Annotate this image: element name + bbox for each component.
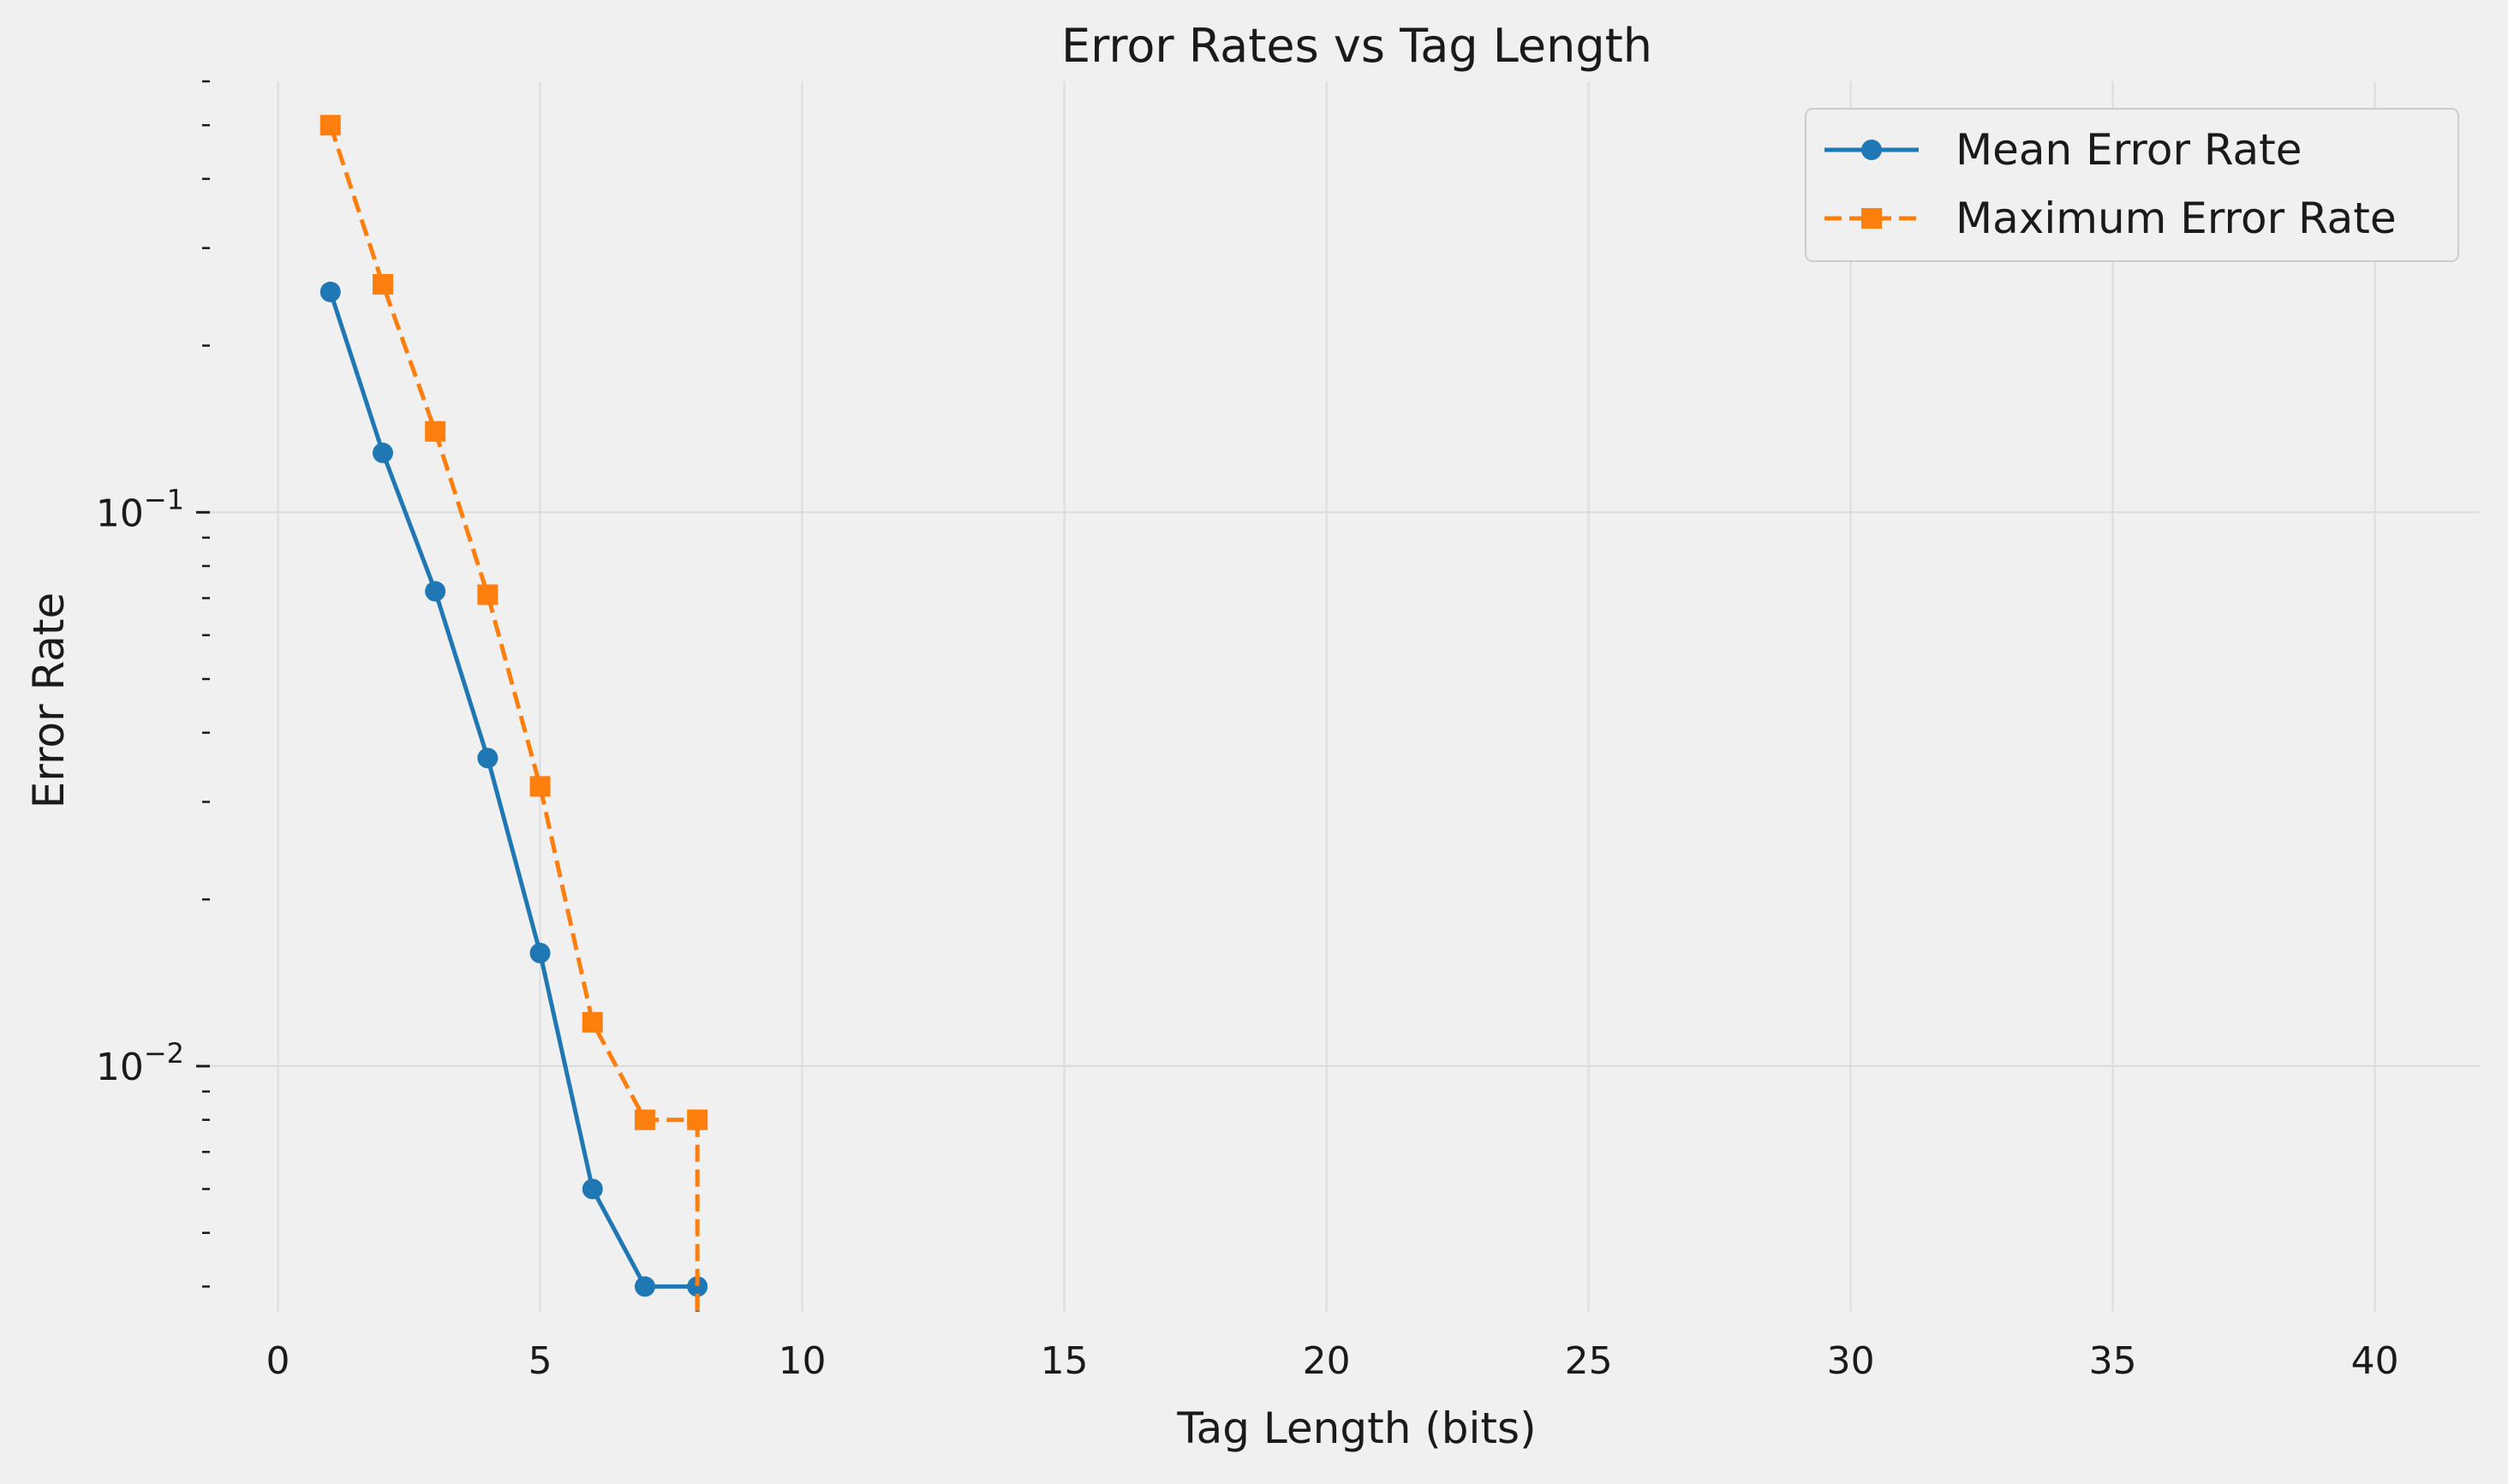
x-tick-label: 35 [2089, 1339, 2137, 1383]
x-tick-label: 10 [779, 1339, 827, 1383]
x-tick-label: 40 [2351, 1339, 2399, 1383]
legend-label: Maximum Error Rate [1956, 194, 2397, 243]
data-point [582, 1178, 603, 1200]
data-point [477, 584, 499, 605]
series-layer [319, 115, 708, 1312]
data-point [372, 274, 393, 295]
data-point [634, 1276, 655, 1297]
legend-item: Maximum Error Rate [1824, 194, 2397, 243]
y-tick-label: 10−2 [96, 1037, 184, 1089]
series-maximum-error-rate [319, 115, 708, 1312]
legend-item: Mean Error Rate [1824, 125, 2302, 175]
x-tick-label: 15 [1041, 1339, 1089, 1383]
x-tick-label: 5 [528, 1339, 552, 1383]
chart-title: Error Rates vs Tag Length [1061, 19, 1652, 73]
legend-marker [1861, 140, 1882, 160]
series-line [328, 124, 698, 1123]
x-axis-label: Tag Length (bits) [1176, 1404, 1536, 1453]
data-point [425, 420, 446, 442]
data-point [425, 581, 446, 602]
y-axis-label: Error Rate [24, 593, 74, 808]
data-point [529, 943, 551, 964]
data-point [634, 1109, 655, 1130]
data-point [687, 1109, 708, 1130]
legend: Mean Error Rate Maximum Error Rate [1805, 108, 2459, 262]
data-point [529, 776, 551, 797]
data-point [582, 1011, 603, 1033]
legend-label: Mean Error Rate [1956, 125, 2302, 175]
x-tick-label: 20 [1303, 1339, 1351, 1383]
series-mean-error-rate [319, 281, 708, 1312]
legend-marker [1861, 208, 1882, 229]
data-point [687, 1276, 708, 1297]
data-point [372, 442, 393, 463]
axis-ticks: 0 5 10 15 20 25 30 35 40 10−2 10−1 [96, 80, 2399, 1383]
series-line [328, 291, 698, 1289]
x-tick-label: 30 [1827, 1339, 1875, 1383]
grid [210, 81, 2480, 1312]
x-tick-label: 25 [1565, 1339, 1613, 1383]
y-tick-label: 10−1 [96, 483, 184, 535]
data-point [319, 281, 341, 302]
data-point [319, 115, 341, 136]
x-tick-label: 0 [266, 1339, 290, 1383]
legend-box [1805, 108, 2459, 262]
data-point [477, 748, 499, 769]
